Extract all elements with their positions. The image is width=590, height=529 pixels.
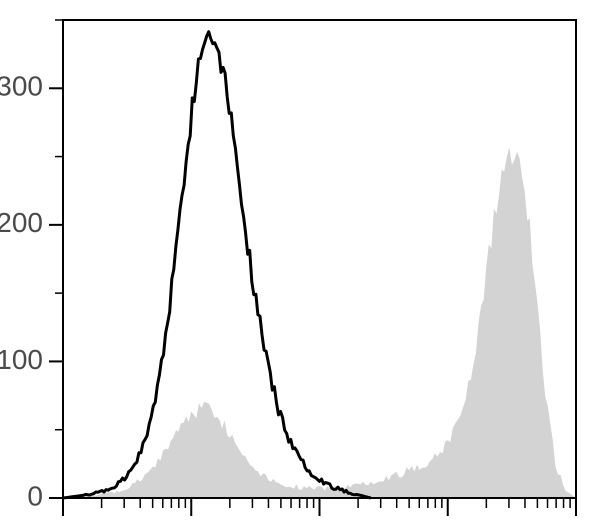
- y-tick-label: 0: [27, 480, 43, 511]
- y-tick-label: 300: [0, 71, 43, 102]
- series-filled-gray: [63, 147, 576, 498]
- chart-svg: 0 100 200 300: [0, 0, 590, 529]
- y-tick-label: 200: [0, 207, 43, 238]
- flow-cytometry-histogram: 0 100 200 300: [0, 0, 590, 529]
- y-tick-label: 100: [0, 344, 43, 375]
